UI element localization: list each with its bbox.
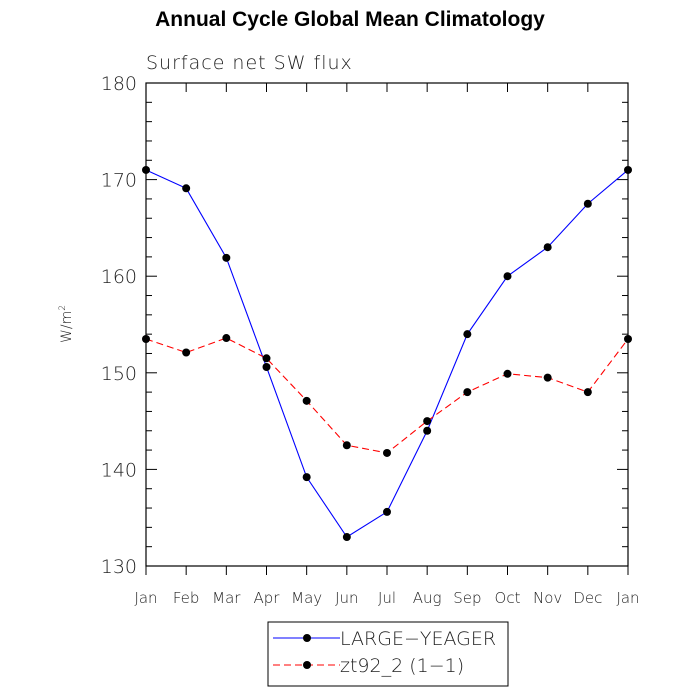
series-2-marker bbox=[142, 334, 150, 343]
series-2-marker bbox=[463, 388, 472, 397]
x-tick-label: Sep bbox=[453, 589, 481, 607]
x-tick-labels: Jan Feb Mar Apr May Jun Jul Aug Sep Oct Nov Dec Jan bbox=[134, 589, 639, 607]
series-1-marker bbox=[423, 426, 432, 435]
legend: LARGE−YEAGER zt92_2 (1−1) bbox=[273, 628, 496, 677]
chart-title: Annual Cycle Global Mean Climatology bbox=[155, 8, 545, 31]
y-tick-label: 160 bbox=[101, 266, 137, 288]
chart-subtitle: Surface net SW flux bbox=[146, 52, 353, 74]
series-2-marker bbox=[302, 396, 311, 405]
series-1-marker bbox=[182, 184, 191, 193]
series-1-marker bbox=[342, 533, 351, 542]
x-tick-label: Jul bbox=[378, 589, 396, 607]
series-1-marker bbox=[543, 243, 552, 252]
legend-marker-1 bbox=[303, 634, 311, 642]
series-1-marker bbox=[383, 507, 391, 516]
legend-marker-2 bbox=[303, 661, 311, 669]
x-tick-label: Feb bbox=[173, 589, 200, 607]
y-tick-label: 140 bbox=[101, 459, 137, 481]
series-2-marker bbox=[182, 348, 191, 357]
y-tick-label: 170 bbox=[101, 170, 137, 192]
series-layer bbox=[142, 165, 632, 542]
series-line-2 bbox=[145, 337, 629, 454]
y-tick-label: 180 bbox=[101, 73, 137, 95]
series-1-marker bbox=[302, 473, 311, 482]
legend-box bbox=[267, 621, 509, 687]
series-2-marker bbox=[543, 373, 552, 382]
y-axis-label: W/m2 bbox=[58, 305, 75, 343]
legend-label-1: LARGE−YEAGER bbox=[340, 628, 496, 650]
series-2-marker bbox=[583, 388, 592, 397]
series-line-1 bbox=[145, 169, 629, 538]
axis-ticks bbox=[145, 82, 629, 575]
series-1-marker bbox=[503, 272, 512, 281]
x-tick-label: May bbox=[291, 589, 322, 607]
y-axis-label-unit: W/m bbox=[59, 311, 75, 343]
x-tick-label: Jan bbox=[616, 589, 639, 607]
series-2-marker bbox=[342, 441, 351, 450]
series-1-marker bbox=[262, 363, 271, 372]
series-1-marker bbox=[624, 165, 632, 174]
series-2-marker bbox=[624, 334, 632, 343]
y-tick-labels: 130 140 150 160 170 180 bbox=[101, 73, 137, 578]
plot-frame bbox=[145, 82, 629, 567]
x-tick-label: Aug bbox=[413, 589, 442, 607]
series-2-marker bbox=[503, 369, 512, 378]
series-1-marker bbox=[583, 199, 592, 208]
y-axis-label-superscript: 2 bbox=[58, 305, 68, 311]
series-1-marker bbox=[463, 330, 472, 339]
y-tick-label: 130 bbox=[101, 556, 137, 578]
x-tick-label: Mar bbox=[212, 589, 241, 607]
x-tick-label: Oct bbox=[495, 589, 521, 607]
x-tick-label: Dec bbox=[573, 589, 602, 607]
legend-label-2: zt92_2 (1−1) bbox=[340, 655, 464, 677]
x-tick-label: Apr bbox=[254, 589, 281, 607]
series-2-marker bbox=[222, 334, 231, 343]
series-1-marker bbox=[142, 165, 150, 174]
x-tick-label: Jan bbox=[134, 589, 157, 607]
x-tick-label: Nov bbox=[533, 589, 562, 607]
x-tick-label: Jun bbox=[335, 589, 358, 607]
series-2-marker bbox=[423, 417, 432, 426]
series-2-marker bbox=[383, 448, 391, 457]
y-tick-label: 150 bbox=[101, 363, 137, 385]
series-2-marker bbox=[262, 354, 271, 363]
series-1-marker bbox=[222, 253, 231, 262]
